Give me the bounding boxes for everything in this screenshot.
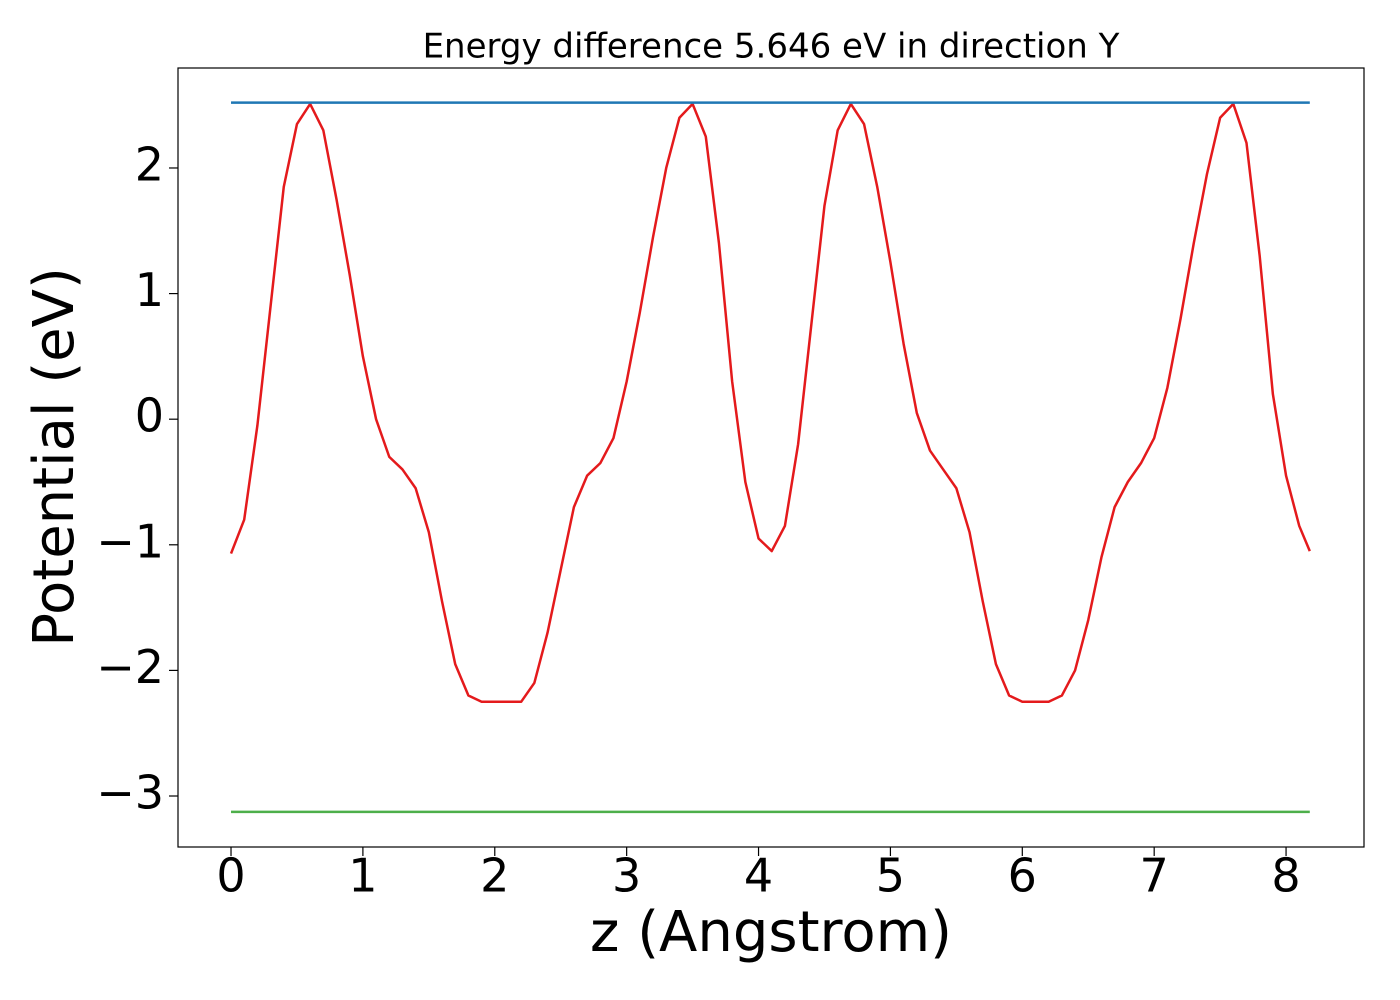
x-tick-label: 5	[876, 849, 905, 903]
plot-area	[229, 101, 1311, 814]
x-tick-label: 1	[348, 849, 377, 903]
x-tick-label: 3	[612, 849, 641, 903]
y-tick-label: 2	[135, 137, 164, 191]
axes-frame	[177, 67, 1365, 848]
y-tick-label: 0	[135, 389, 164, 443]
chart-title: Energy difference 5.646 eV in direction …	[423, 27, 1120, 67]
x-tick-label: 4	[744, 849, 773, 903]
y-tick-label: −3	[96, 766, 164, 820]
y-tick-label: 1	[135, 263, 164, 317]
x-tick-label: 7	[1140, 849, 1169, 903]
x-tick-label: 2	[480, 849, 509, 903]
x-tick-label: 0	[216, 849, 245, 903]
y-tick-label: −2	[96, 640, 164, 694]
x-axis-label: z (Angstrom)	[590, 900, 952, 965]
x-tick-label: 8	[1271, 849, 1300, 903]
line-series	[229, 102, 1311, 704]
x-tick-label: 6	[1008, 849, 1037, 903]
y-tick-label: −1	[96, 514, 164, 568]
y-axis-label: Potential (eV)	[22, 267, 87, 647]
